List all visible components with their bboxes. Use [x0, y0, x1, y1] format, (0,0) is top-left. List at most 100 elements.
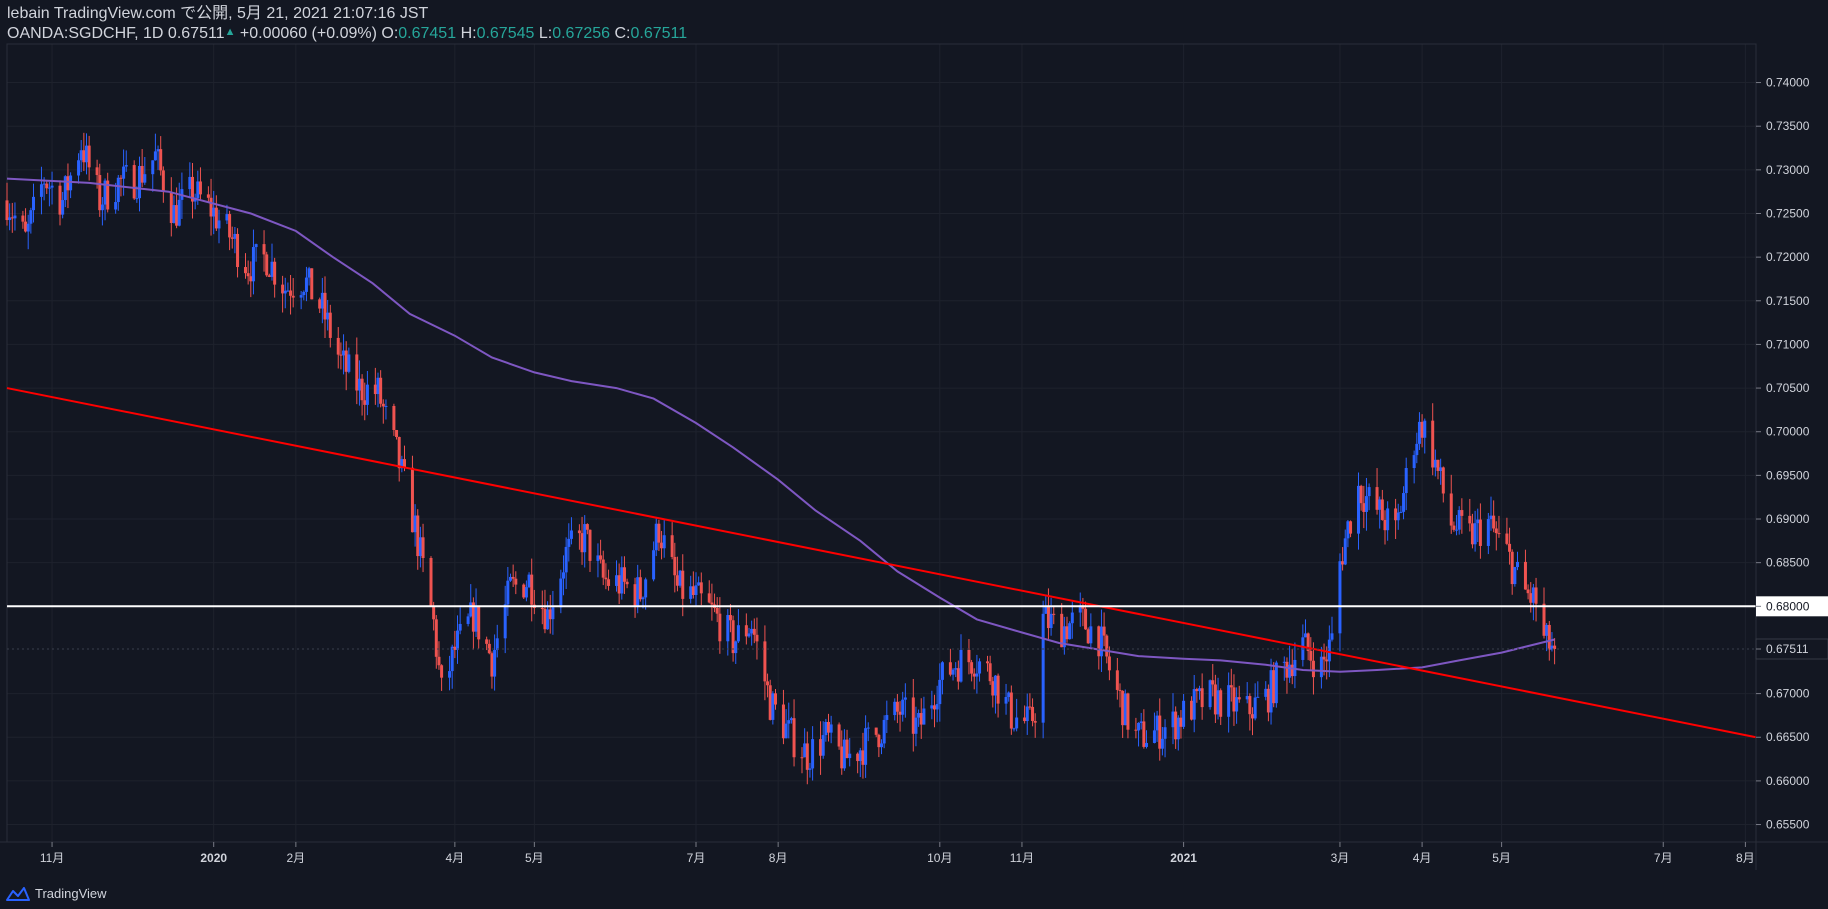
candle-down[interactable] [119, 177, 123, 179]
candle-down[interactable] [273, 261, 277, 285]
candle-up[interactable] [63, 176, 67, 201]
candle-down[interactable] [344, 350, 348, 372]
candle-up[interactable] [811, 739, 815, 769]
candle-down[interactable] [827, 721, 830, 733]
candle-up[interactable] [50, 185, 54, 188]
candle-up[interactable] [469, 602, 473, 617]
candle-down[interactable] [1362, 503, 1366, 512]
candle-down[interactable] [1174, 711, 1178, 740]
candle-up[interactable] [951, 669, 955, 675]
candle-down[interactable] [159, 149, 163, 171]
candle-down[interactable] [548, 609, 552, 620]
candle-up[interactable] [678, 570, 682, 586]
candle-up[interactable] [376, 377, 380, 395]
candle-up[interactable] [1025, 706, 1029, 722]
candle-down[interactable] [752, 628, 756, 635]
candle-down[interactable] [1211, 680, 1215, 685]
candle-up[interactable] [77, 160, 81, 176]
candle-down[interactable] [675, 575, 679, 586]
candle-down[interactable] [1380, 499, 1384, 520]
candle-up[interactable] [357, 378, 361, 391]
candle-up[interactable] [1245, 696, 1249, 700]
candle-up[interactable] [615, 575, 618, 586]
candle-down[interactable] [1508, 543, 1512, 552]
candle-up[interactable] [1423, 420, 1427, 438]
candle-up[interactable] [1068, 623, 1072, 640]
candle-up[interactable] [736, 625, 740, 642]
candle-up[interactable] [1473, 523, 1477, 545]
candle-down[interactable] [588, 529, 592, 561]
candle-up[interactable] [1089, 626, 1093, 644]
candle-up[interactable] [524, 587, 528, 598]
candle-up[interactable] [697, 582, 701, 586]
candle-up[interactable] [1404, 467, 1408, 494]
candle-up[interactable] [689, 586, 693, 599]
candle-up[interactable] [596, 555, 600, 561]
candle-down[interactable] [1084, 608, 1088, 630]
candle-up[interactable] [283, 290, 287, 294]
candle-down[interactable] [728, 615, 732, 621]
candle-down[interactable] [416, 515, 420, 557]
candle-down[interactable] [948, 662, 952, 675]
candle-up[interactable] [29, 210, 33, 224]
candle-down[interactable] [1213, 684, 1217, 715]
candle-up[interactable] [1192, 689, 1196, 720]
candle-up[interactable] [503, 604, 507, 639]
candle-up[interactable] [1338, 561, 1342, 634]
candle-up[interactable] [116, 177, 120, 203]
candle-up[interactable] [1412, 455, 1416, 468]
candle-down[interactable] [1237, 697, 1241, 700]
candle-up[interactable] [829, 724, 833, 733]
candle-down[interactable] [1009, 692, 1013, 729]
candle-down[interactable] [10, 217, 14, 219]
candle-down[interactable] [1033, 721, 1037, 723]
candle-down[interactable] [1306, 633, 1310, 651]
candle-down[interactable] [24, 221, 28, 232]
candle-down[interactable] [622, 567, 626, 582]
candle-down[interactable] [755, 634, 759, 642]
candle-down[interactable] [434, 619, 438, 657]
candle-down[interactable] [98, 175, 102, 211]
candle-up[interactable] [771, 693, 775, 720]
candle-up[interactable] [413, 515, 417, 533]
candle-down[interactable] [1290, 664, 1294, 677]
candle-down[interactable] [1065, 626, 1069, 640]
candle-up[interactable] [551, 607, 555, 620]
candle-up[interactable] [1396, 512, 1400, 521]
trendline[interactable] [6, 387, 1757, 739]
candle-down[interactable] [281, 284, 285, 294]
candle-up[interactable] [546, 609, 550, 630]
candle-up[interactable] [975, 673, 979, 677]
candle-down[interactable] [1105, 635, 1109, 657]
candle-down[interactable] [970, 662, 974, 674]
candle-up[interactable] [882, 719, 886, 744]
candle-down[interactable] [731, 620, 735, 654]
candle-up[interactable] [784, 723, 788, 739]
candle-down[interactable] [1497, 533, 1501, 535]
candle-down[interactable] [707, 593, 711, 603]
candle-down[interactable] [1121, 690, 1125, 726]
candle-down[interactable] [1505, 533, 1509, 544]
candle-down[interactable] [336, 337, 340, 355]
candle-up[interactable] [1545, 624, 1549, 636]
candle-up[interactable] [1235, 697, 1239, 712]
candle-up[interactable] [153, 151, 157, 161]
candle-up[interactable] [1343, 538, 1347, 565]
candle-up[interactable] [885, 715, 889, 720]
candle-down[interactable] [861, 750, 865, 765]
candle-down[interactable] [699, 582, 703, 594]
candle-up[interactable] [747, 633, 751, 637]
candle-up[interactable] [156, 149, 160, 152]
candle-down[interactable] [339, 354, 343, 356]
candle-down[interactable] [972, 673, 976, 677]
candle-down[interactable] [660, 542, 664, 549]
candle-down[interactable] [1534, 587, 1538, 604]
candle-down[interactable] [530, 574, 534, 605]
candle-up[interactable] [212, 207, 216, 217]
candle-down[interactable] [819, 739, 823, 756]
candle-up[interactable] [1264, 688, 1268, 697]
candle-down[interactable] [209, 197, 213, 217]
candle-down[interactable] [1195, 689, 1199, 692]
candle-down[interactable] [1478, 519, 1482, 546]
candle-down[interactable] [66, 176, 70, 191]
